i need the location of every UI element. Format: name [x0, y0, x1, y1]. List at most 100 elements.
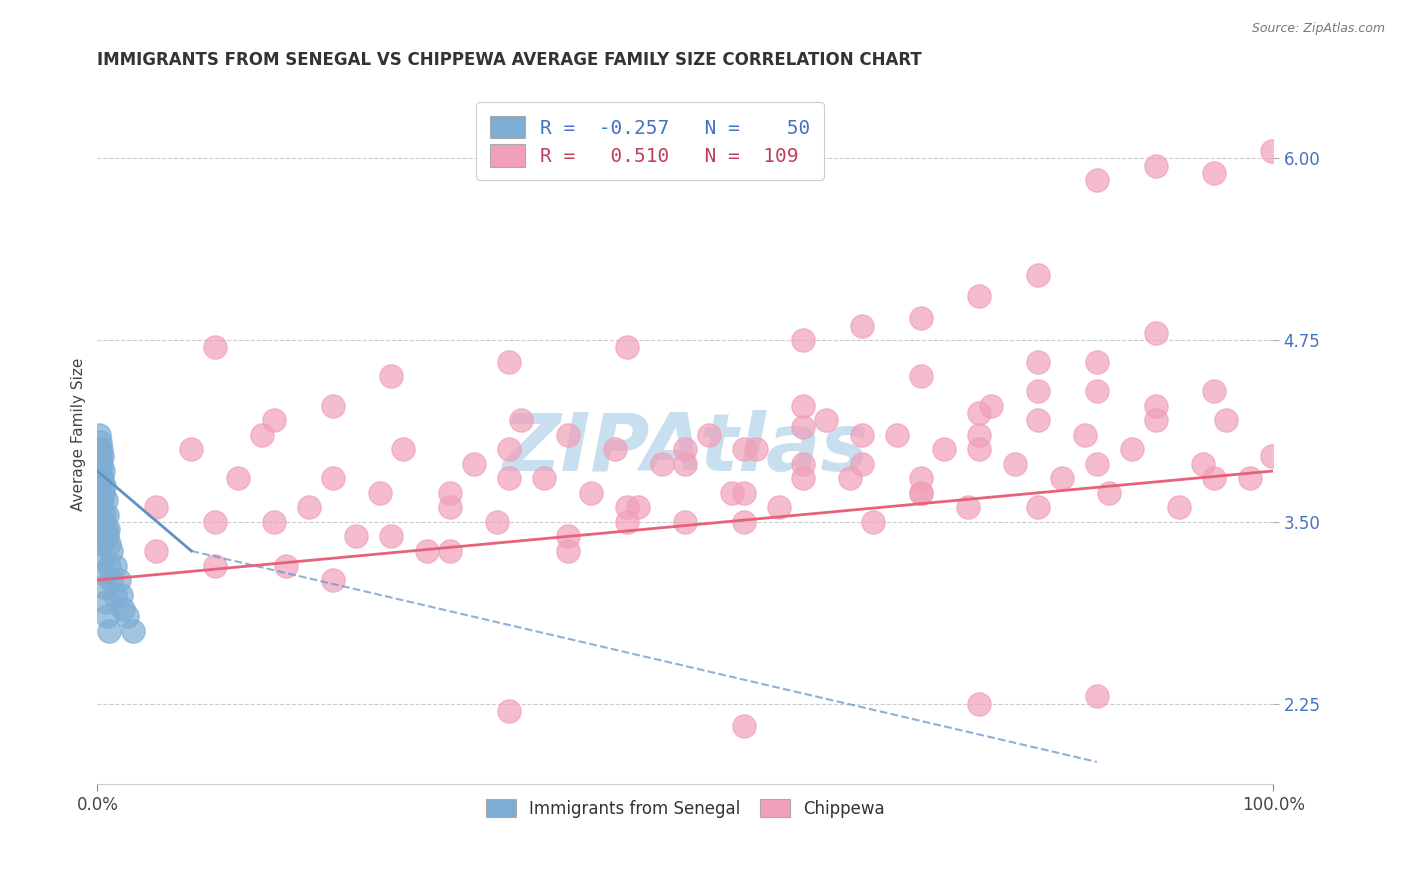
Point	[733, 515, 755, 529]
Point	[498, 704, 520, 718]
Point	[87, 522, 110, 536]
Point	[392, 442, 415, 457]
Point	[87, 457, 110, 471]
Point	[104, 558, 127, 573]
Point	[733, 442, 755, 457]
Point	[90, 471, 112, 485]
Point	[87, 427, 110, 442]
Point	[910, 485, 932, 500]
Point	[969, 406, 991, 420]
Point	[100, 544, 122, 558]
Point	[1026, 384, 1049, 398]
Point	[498, 471, 520, 485]
Point	[697, 427, 720, 442]
Point	[100, 573, 122, 587]
Point	[616, 340, 638, 354]
Point	[322, 399, 344, 413]
Point	[1074, 427, 1097, 442]
Point	[121, 624, 143, 638]
Point	[792, 333, 814, 347]
Point	[463, 457, 485, 471]
Point	[89, 485, 111, 500]
Point	[1144, 326, 1167, 340]
Point	[1144, 413, 1167, 427]
Point	[1144, 399, 1167, 413]
Point	[956, 500, 979, 515]
Point	[733, 485, 755, 500]
Point	[91, 464, 114, 478]
Point	[91, 551, 114, 566]
Point	[627, 500, 650, 515]
Point	[969, 427, 991, 442]
Point	[1026, 268, 1049, 282]
Point	[180, 442, 202, 457]
Point	[91, 566, 114, 580]
Point	[673, 457, 696, 471]
Point	[98, 558, 121, 573]
Point	[792, 457, 814, 471]
Point	[1026, 413, 1049, 427]
Point	[851, 318, 873, 333]
Point	[94, 595, 117, 609]
Point	[1004, 457, 1026, 471]
Point	[851, 457, 873, 471]
Point	[439, 485, 461, 500]
Point	[98, 537, 121, 551]
Point	[673, 515, 696, 529]
Point	[368, 485, 391, 500]
Point	[89, 529, 111, 543]
Point	[87, 471, 110, 485]
Point	[1085, 457, 1108, 471]
Point	[263, 413, 285, 427]
Point	[87, 442, 110, 457]
Point	[96, 609, 118, 624]
Point	[839, 471, 862, 485]
Point	[910, 471, 932, 485]
Text: Source: ZipAtlas.com: Source: ZipAtlas.com	[1251, 22, 1385, 36]
Point	[344, 529, 367, 543]
Point	[91, 515, 114, 529]
Point	[97, 522, 120, 536]
Point	[1261, 144, 1284, 158]
Point	[603, 442, 626, 457]
Point	[204, 340, 226, 354]
Point	[89, 450, 111, 464]
Point	[509, 413, 531, 427]
Point	[557, 427, 579, 442]
Point	[1204, 384, 1226, 398]
Point	[98, 624, 121, 638]
Point	[439, 544, 461, 558]
Point	[486, 515, 509, 529]
Point	[557, 544, 579, 558]
Point	[1144, 159, 1167, 173]
Point	[89, 464, 111, 478]
Point	[792, 471, 814, 485]
Point	[145, 544, 167, 558]
Point	[91, 485, 114, 500]
Point	[380, 369, 402, 384]
Point	[1239, 471, 1261, 485]
Point	[91, 493, 114, 508]
Point	[322, 573, 344, 587]
Point	[91, 450, 114, 464]
Point	[969, 442, 991, 457]
Point	[886, 427, 908, 442]
Point	[1204, 471, 1226, 485]
Point	[1050, 471, 1073, 485]
Point	[673, 442, 696, 457]
Point	[1026, 500, 1049, 515]
Point	[112, 602, 135, 616]
Point	[1121, 442, 1143, 457]
Point	[616, 515, 638, 529]
Point	[1085, 355, 1108, 369]
Point	[1085, 690, 1108, 704]
Y-axis label: Average Family Size: Average Family Size	[72, 358, 86, 511]
Point	[89, 515, 111, 529]
Point	[498, 355, 520, 369]
Point	[1098, 485, 1121, 500]
Point	[792, 399, 814, 413]
Point	[932, 442, 955, 457]
Point	[1191, 457, 1213, 471]
Point	[1026, 355, 1049, 369]
Legend: Immigrants from Senegal, Chippewa: Immigrants from Senegal, Chippewa	[479, 792, 891, 824]
